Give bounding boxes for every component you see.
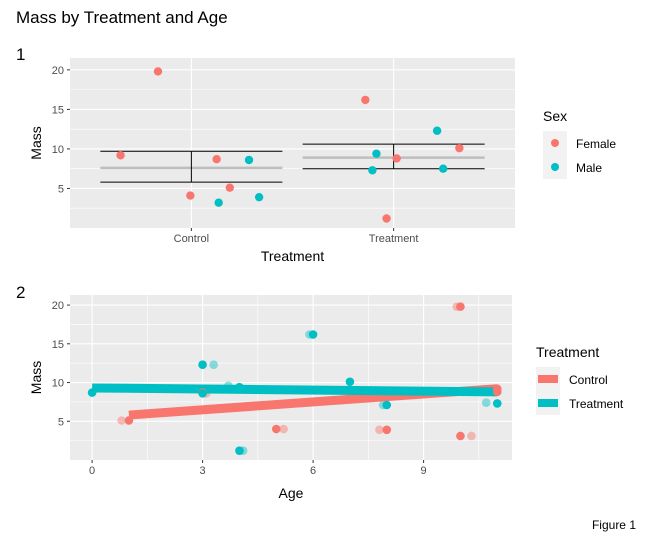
panel-1-ytick-label: 15 (52, 104, 64, 116)
panel-1-y-axis-title: Mass (28, 126, 44, 159)
panel-2-point-treatment (235, 446, 244, 456)
panel-2-xtick-label: 3 (200, 465, 206, 477)
panel-1-ytick-label: 20 (52, 65, 64, 77)
legend-female-point (551, 139, 559, 147)
panel-2-point-control (456, 431, 465, 441)
panel-1-point-female (382, 214, 391, 223)
panel-2-xtick-label: 9 (421, 465, 427, 477)
panel-2-x-axis-title: Age (279, 485, 304, 501)
panel-1-point-female (153, 67, 163, 76)
legend-control-swatch (538, 375, 558, 383)
panel-1-point-male (432, 126, 442, 135)
legend-treatment-swatch (538, 399, 558, 407)
panel-1-ytick-label: 5 (58, 183, 64, 195)
panel-1-point-male (372, 149, 381, 158)
legend-male-point (551, 163, 559, 171)
panel-1-background (70, 58, 515, 228)
panel-2-point-control (456, 302, 465, 311)
panel-1-ytick-label: 10 (52, 144, 64, 156)
panel-2-ytick-label: 15 (52, 339, 64, 351)
panel-1-point-male (214, 198, 223, 207)
panel-2-tag: 2 (16, 283, 25, 302)
panel-2-jitter-point-control (467, 431, 476, 441)
panel-2-point-treatment (492, 399, 502, 408)
panel-2-ytick-label: 5 (58, 416, 64, 428)
panel-2-point-control (492, 384, 502, 394)
panel-1-tag: 1 (16, 45, 25, 64)
panel-2-ytick-label: 20 (52, 300, 64, 312)
legend-treatment-label: Treatment (569, 397, 624, 411)
panel-2-xtick-label: 6 (310, 465, 316, 477)
legend-control-label: Control (569, 373, 608, 387)
legend-sex: Sex Female Male (543, 108, 616, 179)
panel-2-ytick-label: 10 (52, 378, 64, 390)
panel-2-y-axis-title: Mass (28, 361, 44, 394)
panel-2-point-treatment (308, 330, 318, 339)
panel-2-jitter-point-control (279, 424, 288, 434)
panel-1-point-male (368, 166, 377, 175)
panel-2-point-treatment (198, 360, 207, 370)
panel-2-xtick-label: 0 (89, 465, 95, 477)
panel-1-xtick-label: Treatment (369, 233, 419, 245)
panel-2-jitter-point-control (117, 416, 126, 425)
panel-2-point-control (124, 416, 134, 425)
panel-1-point-male (244, 155, 254, 165)
panel-1-chart: 5 10 15 20 Control Treatment Treatment Mass (28, 58, 515, 264)
panel-2-point-treatment (235, 382, 244, 392)
panel-2-chart: 0 3 6 9 5 10 15 20 Age Mass (28, 295, 512, 501)
panel-1-point-female (116, 151, 125, 160)
panel-2-point-control (271, 424, 281, 434)
legend-treatment: Treatment Control Treatment (536, 344, 624, 415)
panel-2-jitter-point-treatment (481, 398, 491, 407)
panel-1-point-female (392, 154, 401, 163)
legend-female-label: Female (576, 137, 616, 151)
panel-1-point-female (455, 143, 464, 153)
panel-2-point-treatment (198, 389, 207, 398)
panel-1-point-female (361, 95, 370, 105)
panel-2-point-treatment (382, 400, 392, 410)
panel-2-fit-line-treatment (92, 383, 498, 397)
legend-treatment-title: Treatment (536, 344, 599, 360)
panel-1-xtick-label: Control (174, 233, 209, 245)
legend-sex-title: Sex (543, 108, 567, 124)
figure-caption: Figure 1 (592, 518, 636, 532)
panel-1-point-female (212, 155, 221, 164)
panel-1-point-female (186, 191, 195, 200)
panel-1-point-male (438, 164, 448, 173)
panel-1-x-axis-title: Treatment (261, 248, 324, 264)
figure-title: Mass by Treatment and Age (16, 8, 228, 27)
panel-2-point-treatment (345, 377, 355, 387)
panel-1-point-female (225, 183, 234, 192)
panel-2-jitter-point-treatment (209, 360, 218, 370)
panel-1-point-male (254, 192, 264, 202)
panel-2-point-control (382, 425, 392, 435)
legend-male-label: Male (576, 161, 602, 175)
panel-2-background (70, 295, 512, 460)
panel-2-point-treatment (87, 388, 97, 397)
panel-2-jitter-point-control (375, 425, 384, 435)
